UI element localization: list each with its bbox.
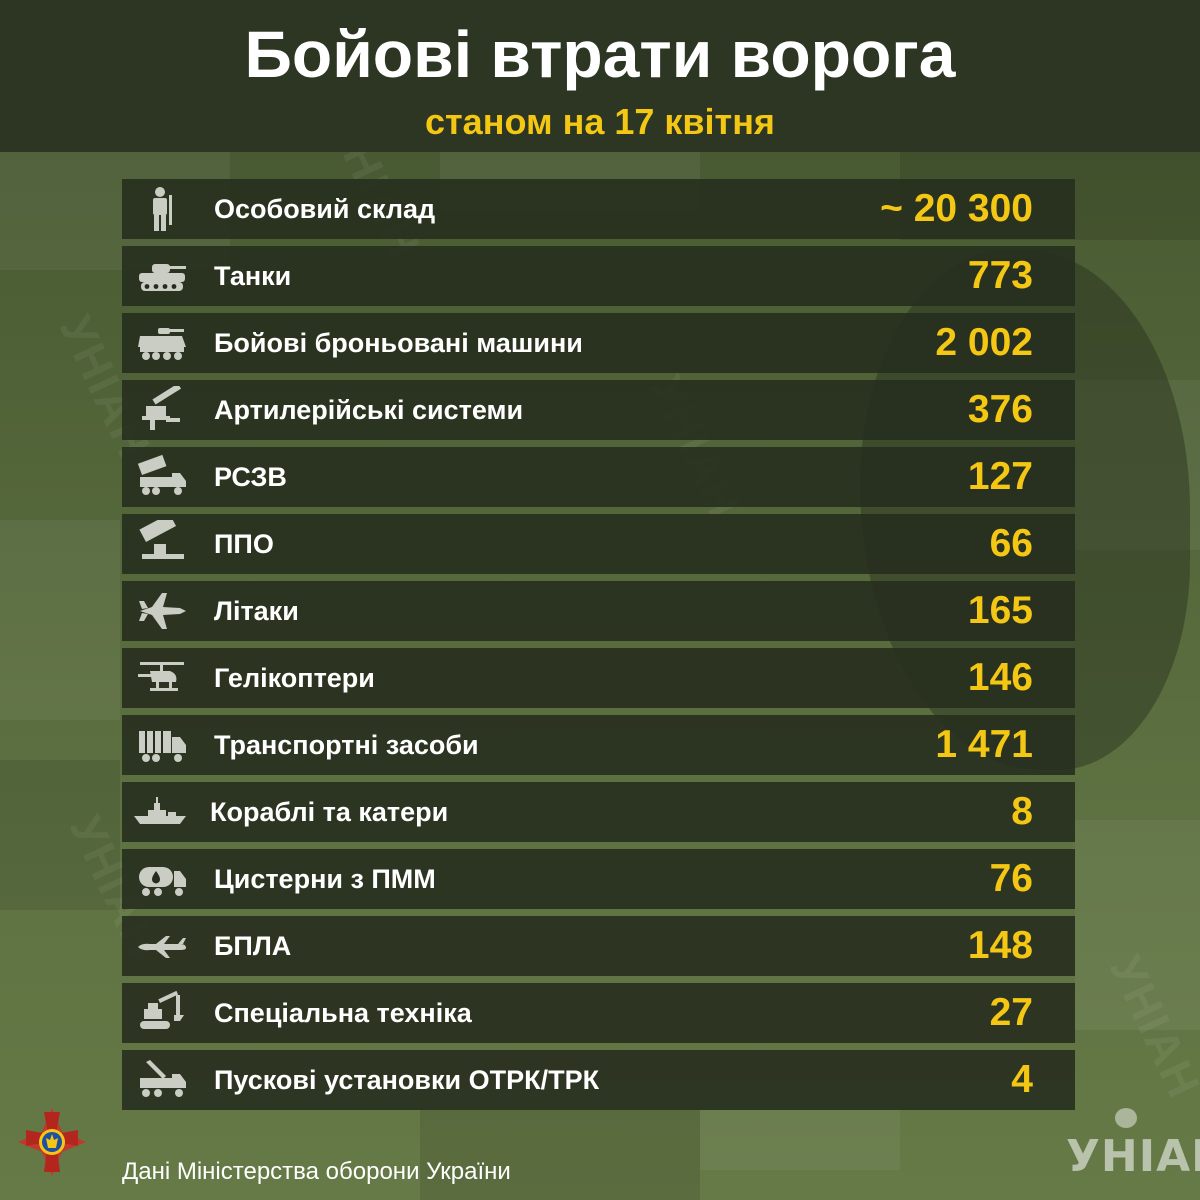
item-value: 773	[967, 254, 1033, 297]
tank-icon	[136, 252, 188, 300]
item-value: 127	[967, 455, 1033, 498]
air-defense-icon	[136, 520, 188, 568]
ship-icon	[134, 788, 188, 836]
list-item: Цистерни з ПММ 76	[122, 849, 1075, 909]
page-title: Бойові втрати ворога	[244, 17, 956, 91]
item-label: Артилерійські системи	[214, 395, 524, 425]
list-item: Бойові броньовані машини 2 002	[122, 313, 1075, 373]
item-label: Цистерни з ПММ	[214, 864, 436, 894]
list-item: Пускові установки ОТРК/ТРК 4	[122, 1050, 1075, 1110]
artillery-icon	[136, 386, 188, 434]
item-label: ППО	[214, 529, 274, 559]
logo-text: УНІАН	[1066, 1131, 1200, 1182]
item-label: Пускові установки ОТРК/ТРК	[214, 1065, 600, 1095]
list-item: РСЗВ 127	[122, 447, 1075, 507]
ministry-emblem-icon	[16, 1106, 88, 1178]
excavator-icon	[136, 989, 188, 1037]
item-value: ~ 20 300	[880, 187, 1033, 230]
rocket-launcher-icon	[136, 453, 188, 501]
list-item: Танки 773	[122, 246, 1075, 306]
list-item: Спеціальна техніка 27	[122, 983, 1075, 1043]
list-item: Літаки 165	[122, 581, 1075, 641]
logo-mark-icon	[1115, 1108, 1137, 1128]
item-value: 146	[967, 656, 1033, 699]
list-item: Артилерійські системи 376	[122, 380, 1075, 440]
item-value: 8	[1011, 790, 1033, 833]
item-label: Особовий склад	[214, 194, 436, 224]
list-item: БПЛА 148	[122, 916, 1075, 976]
page-subtitle: станом на 17 квітня	[425, 101, 775, 142]
unian-logo: УНІАН	[1066, 1108, 1200, 1188]
item-label: Літаки	[214, 596, 299, 626]
jet-icon	[136, 587, 188, 635]
item-value: 148	[967, 924, 1033, 967]
armored-vehicle-icon	[136, 319, 188, 367]
list-item: ППО 66	[122, 514, 1075, 574]
source-caption: Дані Міністерства оборони України	[122, 1158, 511, 1185]
list-item: Особовий склад ~ 20 300	[122, 179, 1075, 239]
item-value: 1 471	[935, 723, 1033, 766]
soldier-icon	[136, 185, 188, 233]
item-label: Танки	[214, 261, 292, 291]
list-item: Кораблі та катери 8	[122, 782, 1075, 842]
helicopter-icon	[136, 654, 188, 702]
item-label: Гелікоптери	[214, 663, 375, 693]
item-value: 27	[989, 991, 1033, 1034]
item-label: Транспортні засоби	[214, 730, 479, 760]
header-bar: Бойові втрати ворога станом на 17 квітня	[0, 0, 1200, 152]
list-item: Гелікоптери 146	[122, 648, 1075, 708]
item-value: 4	[1011, 1058, 1033, 1101]
item-value: 165	[967, 589, 1033, 632]
item-value: 66	[989, 522, 1033, 565]
item-label: Бойові броньовані машини	[214, 328, 583, 358]
item-label: БПЛА	[214, 931, 292, 961]
item-value: 76	[989, 857, 1033, 900]
drone-icon	[136, 922, 188, 970]
truck-icon	[136, 721, 188, 769]
fuel-tanker-icon	[136, 855, 188, 903]
item-value: 376	[967, 388, 1033, 431]
losses-list: Особовий склад ~ 20 300 Танки 773 Бойові…	[122, 179, 1075, 1117]
missile-launcher-icon	[136, 1056, 188, 1104]
item-label: Кораблі та катери	[210, 797, 449, 827]
list-item: Транспортні засоби 1 471	[122, 715, 1075, 775]
item-value: 2 002	[935, 321, 1033, 364]
item-label: РСЗВ	[214, 462, 287, 492]
item-label: Спеціальна техніка	[214, 998, 472, 1028]
